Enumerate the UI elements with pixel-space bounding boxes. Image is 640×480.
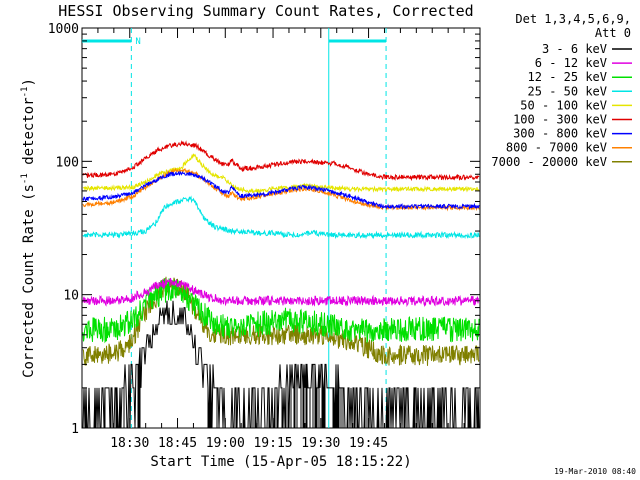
x-tick-label-3: 19:15 [253,436,292,451]
y-axis-label-end: ) [21,78,37,86]
series-line-3 [82,195,480,240]
x-axis-label: Start Time (15-Apr-05 18:15:22) [150,454,411,470]
generation-timestamp: 19-Mar-2010 08:40 [554,467,636,476]
legend-label-4: 50 - 100 keV [520,98,607,112]
x-tick-label-2: 19:00 [206,436,245,451]
chart-title: HESSI Observing Summary Count Rates, Cor… [58,2,473,20]
x-tick-label-1: 18:45 [158,436,197,451]
series-line-0 [82,300,480,429]
legend-label-6: 300 - 800 keV [513,127,607,141]
axes-group: 1 10 100 1000 18:30 18:45 19:00 19:15 19:30 19:45 [48,22,480,451]
series-group [82,140,480,429]
series-line-1 [82,277,480,308]
series-line-2 [82,278,480,344]
y-tick-label-2: 100 [56,155,79,170]
legend-label-7: 800 - 7000 keV [506,141,607,155]
series-line-5 [82,140,480,182]
legend-label-3: 25 - 50 keV [528,84,607,98]
y-tick-label-0: 1 [71,422,79,437]
legend-label-8: 7000 - 20000 keV [491,155,607,169]
x-tick-label-5: 19:45 [349,436,388,451]
x-tick-label-4: 19:30 [301,436,340,451]
plot-frame [81,27,481,429]
series-line-6 [82,170,480,210]
y-axis-label-main: Corrected Count Rate (s [21,184,37,378]
night-flag-label: N [135,37,140,47]
legend-label-2: 12 - 25 keV [528,70,607,84]
legend-label-0: 3 - 6 keV [542,42,607,56]
y-axis-label-mid: detector [21,97,37,173]
legend-label-5: 100 - 300 keV [513,113,607,127]
legend-label-1: 6 - 12 keV [535,56,607,70]
series-line-8 [82,276,480,366]
y-tick-label-3: 1000 [48,22,79,37]
series-line-4 [82,153,480,195]
flag-group: N [82,28,387,428]
y-tick-label-1: 10 [63,289,79,304]
y-axis-label-sup2: -1 [20,87,30,98]
x-tick-label-0: 18:30 [110,436,149,451]
y-axis-label: Corrected Count Rate (s-1 detector-1) [20,78,37,378]
legend-header-line2: Att 0 [595,26,631,40]
legend-header-line1: Det 1,3,4,5,6,9, [515,12,631,26]
y-axis-label-sup1: -1 [20,173,30,184]
